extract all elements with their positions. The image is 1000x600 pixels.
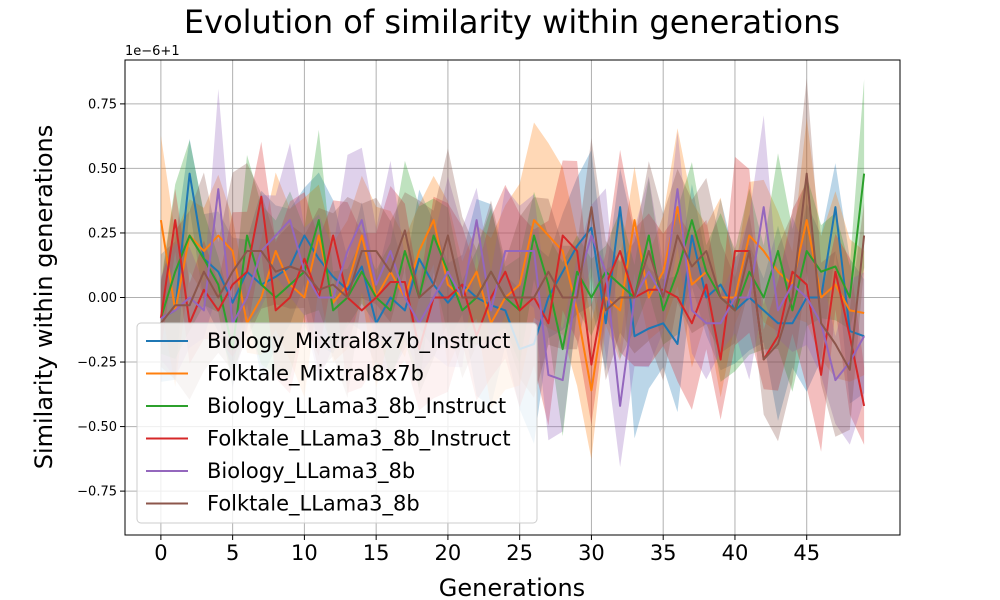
x-axis-label: Generations	[439, 574, 585, 600]
legend-label: Biology_LLama3_8b_Instruct	[207, 394, 506, 419]
band-Biology_LLama3_8b	[160, 89, 865, 468]
legend-box	[136, 322, 538, 524]
series-line-Biology_LLama3_8b	[160, 188, 865, 407]
series-line-Folktale_LLama3_8b_Instruct	[159, 195, 866, 407]
series-line-Biology_LLama3_8b_Instruct	[159, 173, 866, 351]
y-axis-ticks: −0.75 −0.50 −0.25 0.00 0.25 0.50 0.75	[77, 97, 125, 500]
y-tick-label: −0.50	[77, 420, 117, 435]
x-tick-label: 5	[226, 541, 239, 565]
x-tick-label: 0	[154, 541, 167, 565]
y-tick-label: −0.75	[77, 485, 117, 500]
x-tick-label: 15	[363, 541, 390, 565]
x-tick-label: 20	[435, 541, 462, 565]
y-tick-label: 0.75	[88, 97, 117, 112]
legend-label: Folktale_LLama3_8b	[207, 492, 420, 517]
y-axis-label: Similarity within generations	[30, 125, 58, 470]
x-tick-label: 30	[578, 541, 605, 565]
series-line-Folktale_LLama3_8b	[160, 172, 866, 371]
x-tick-label: 25	[506, 541, 533, 565]
y-offset-label: 1e−6+1	[125, 44, 180, 59]
x-tick-label: 10	[291, 541, 318, 565]
y-tick-label: −0.25	[77, 356, 117, 371]
x-tick-label: 35	[650, 541, 677, 565]
legend-label: Folktale_Mixtral8x7b	[207, 362, 424, 387]
x-tick-label: 45	[793, 541, 820, 565]
chart-title: Evolution of similarity within generatio…	[184, 3, 840, 41]
y-tick-label: 0.00	[88, 291, 117, 306]
legend-label: Biology_LLama3_8b	[207, 459, 415, 484]
legend-label: Folktale_LLama3_8b_Instruct	[207, 427, 511, 452]
plot-frame	[124, 59, 901, 536]
legend-label: Biology_Mixtral8x7b_Instruct	[207, 329, 510, 354]
y-tick-label: 0.50	[88, 162, 117, 177]
y-tick-label: 0.25	[88, 226, 117, 241]
x-tick-label: 40	[722, 541, 749, 565]
x-axis-ticks: 0 5 10 15 20 25 30 35 40 45	[154, 535, 820, 565]
legend: Biology_Mixtral8x7b_Instruct Folktale_Mix…	[136, 322, 538, 524]
